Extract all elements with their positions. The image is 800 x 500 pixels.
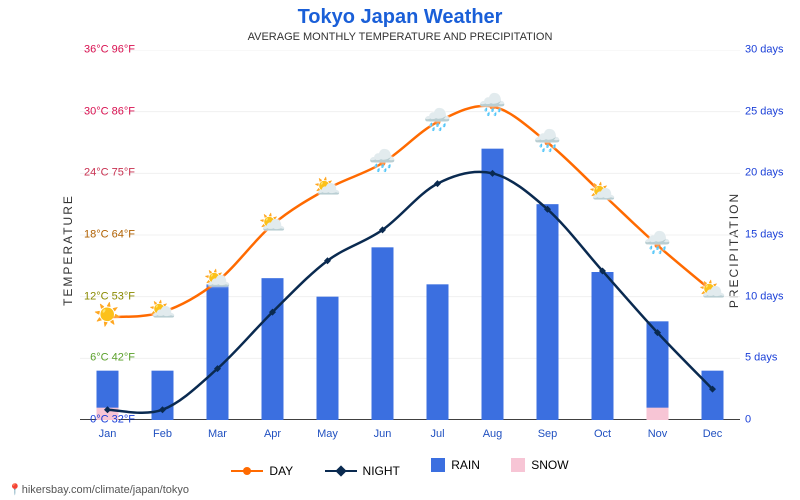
precip-axis-tick: 10 days — [745, 291, 784, 302]
chart-plot-area — [80, 50, 740, 420]
legend-snow: SNOW — [511, 458, 568, 472]
weather-icon: 🌧️ — [534, 128, 561, 154]
chart-title: Tokyo Japan Weather — [0, 0, 800, 29]
month-tick: Jul — [430, 428, 444, 440]
legend-night-label: NIGHT — [363, 464, 400, 478]
month-tick: Sep — [538, 428, 558, 440]
temp-axis-tick: 0°C 32°F — [35, 415, 135, 426]
month-tick: Feb — [153, 428, 172, 440]
weather-icon: 🌧️ — [479, 92, 506, 118]
month-tick: Nov — [648, 428, 668, 440]
chart-svg — [80, 50, 740, 420]
month-tick: Jun — [374, 428, 392, 440]
weather-icon: 🌧️ — [424, 107, 451, 133]
month-tick: Mar — [208, 428, 227, 440]
month-tick: May — [317, 428, 338, 440]
legend-night: NIGHT — [325, 464, 400, 478]
month-tick: Dec — [703, 428, 723, 440]
legend-day: DAY — [231, 464, 293, 478]
precip-axis-tick: 0 — [745, 415, 751, 426]
legend-snow-label: SNOW — [531, 458, 568, 472]
weather-icon: ⛅ — [149, 297, 176, 323]
precip-axis-tick: 15 days — [745, 230, 784, 241]
weather-icon: ☀️ — [94, 302, 121, 328]
weather-icon: ⛅ — [589, 179, 616, 205]
legend: DAY NIGHT RAIN SNOW — [0, 458, 800, 478]
month-tick: Oct — [594, 428, 611, 440]
weather-icon: ⛅ — [699, 277, 726, 303]
precip-axis-tick: 5 days — [745, 353, 777, 364]
y-axis-label-temperature: TEMPERATURE — [61, 194, 75, 306]
weather-icon: ⛅ — [204, 266, 231, 292]
legend-rain-label: RAIN — [451, 458, 480, 472]
pin-icon: 📍 — [8, 484, 22, 496]
precip-axis-tick: 30 days — [745, 45, 784, 56]
weather-icon: ⛅ — [259, 210, 286, 236]
precip-axis-tick: 20 days — [745, 168, 784, 179]
precip-axis-tick: 25 days — [745, 106, 784, 117]
temp-axis-tick: 24°C 75°F — [35, 168, 135, 179]
temp-axis-tick: 6°C 42°F — [35, 353, 135, 364]
month-tick: Apr — [264, 428, 281, 440]
weather-icon: ⛅ — [314, 174, 341, 200]
chart-subtitle: AVERAGE MONTHLY TEMPERATURE AND PRECIPIT… — [0, 29, 800, 43]
month-tick: Aug — [483, 428, 503, 440]
legend-rain: RAIN — [431, 458, 480, 472]
footer-attribution: 📍hikersbay.com/climate/japan/tokyo — [8, 483, 189, 496]
temp-axis-tick: 12°C 53°F — [35, 291, 135, 302]
weather-icon: 🌧️ — [369, 148, 396, 174]
temp-axis-tick: 18°C 64°F — [35, 230, 135, 241]
legend-day-label: DAY — [269, 464, 293, 478]
weather-icon: 🌧️ — [644, 230, 671, 256]
month-tick: Jan — [99, 428, 117, 440]
temp-axis-tick: 36°C 96°F — [35, 45, 135, 56]
temp-axis-tick: 30°C 86°F — [35, 106, 135, 117]
